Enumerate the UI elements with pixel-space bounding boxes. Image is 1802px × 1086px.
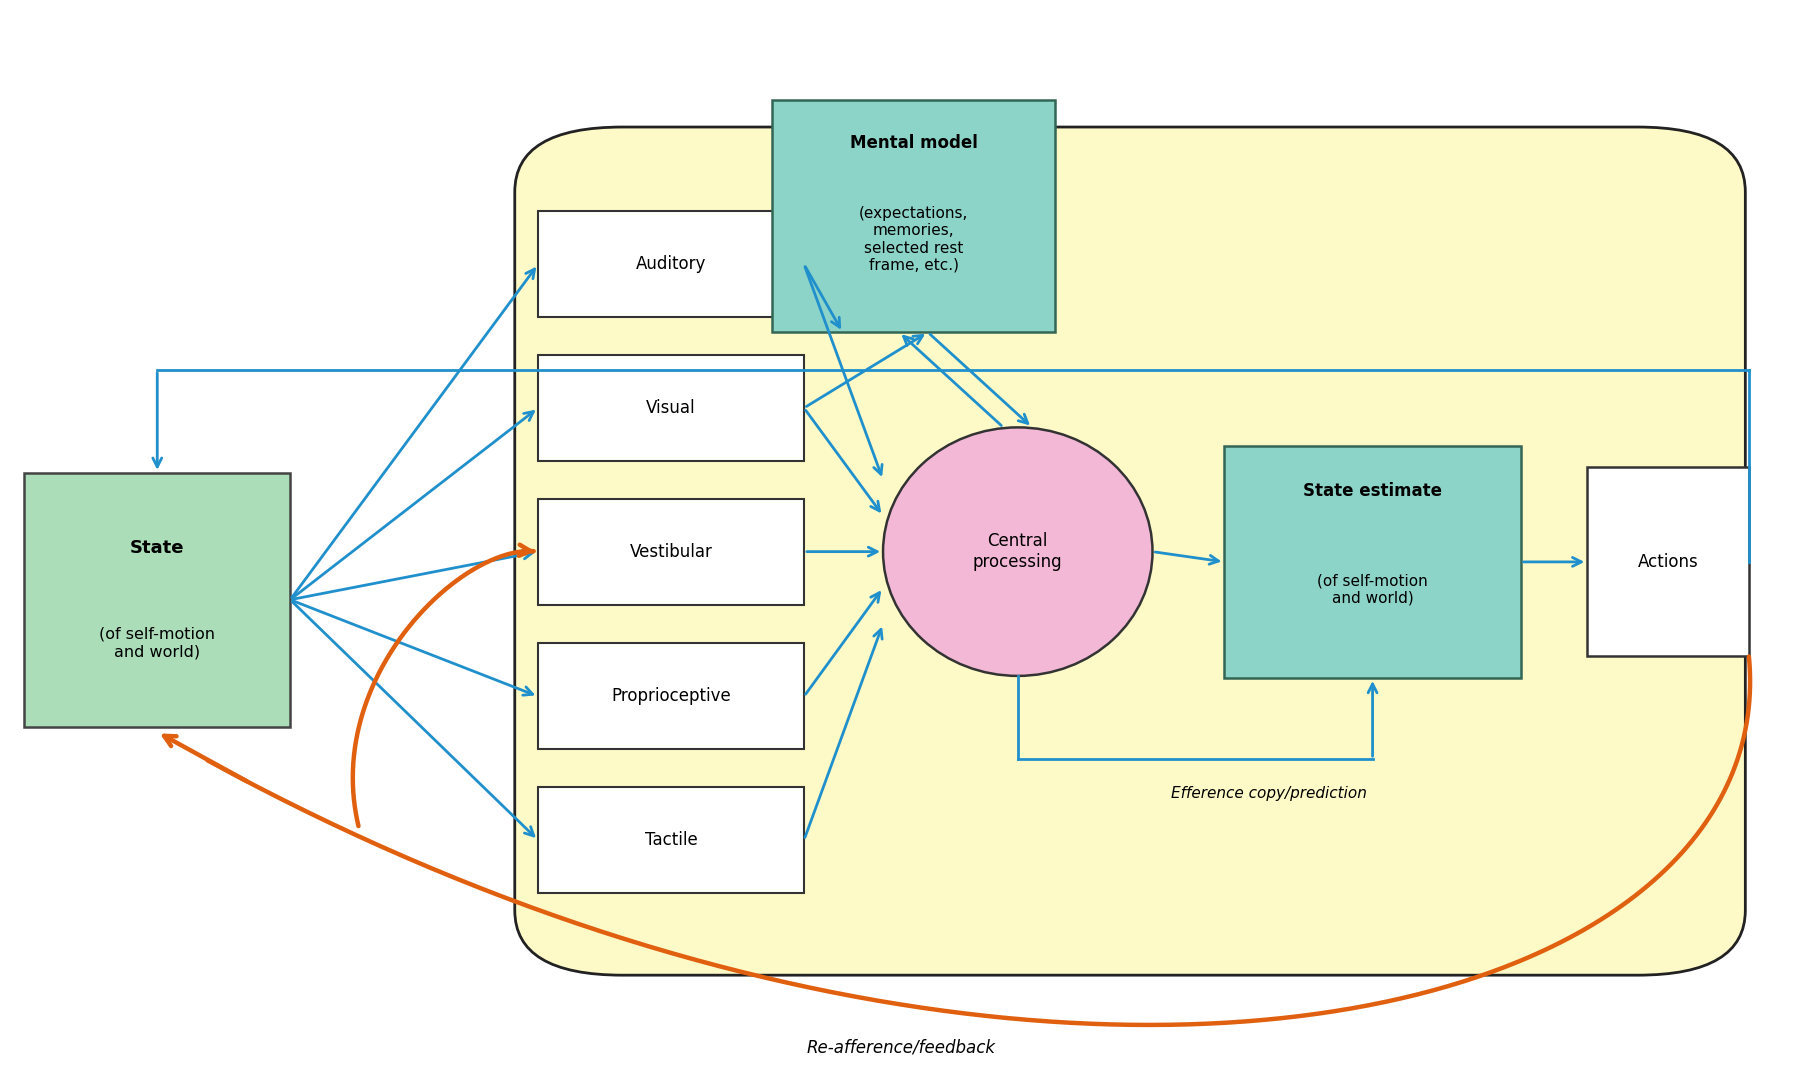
Text: Central
processing: Central processing [973,532,1063,571]
Bar [539,644,804,749]
Text: Mental model: Mental model [849,135,977,152]
Bar [539,787,804,893]
Text: Proprioceptive: Proprioceptive [611,687,732,706]
Text: Re-afference/feedback: Re-afference/feedback [807,1038,995,1057]
Text: Visual: Visual [647,399,696,417]
Text: (of self-motion
and world): (of self-motion and world) [1317,573,1427,606]
Bar [1588,467,1750,656]
Bar [25,472,290,727]
Text: (expectations,
memories,
selected rest
frame, etc.): (expectations, memories, selected rest f… [860,205,968,273]
Text: Efference copy/prediction: Efference copy/prediction [1171,786,1368,801]
Bar [539,355,804,460]
Bar [539,498,804,605]
Text: Actions: Actions [1638,553,1699,571]
Text: (of self-motion
and world): (of self-motion and world) [99,627,214,659]
Text: State: State [130,539,184,557]
Bar [1224,445,1521,678]
Bar [539,212,804,317]
Ellipse shape [883,428,1153,675]
Bar [771,100,1056,332]
Text: Vestibular: Vestibular [629,543,712,560]
Text: Tactile: Tactile [645,831,697,849]
Text: Auditory: Auditory [636,255,706,274]
Text: State estimate: State estimate [1303,482,1442,501]
FancyBboxPatch shape [515,127,1746,975]
